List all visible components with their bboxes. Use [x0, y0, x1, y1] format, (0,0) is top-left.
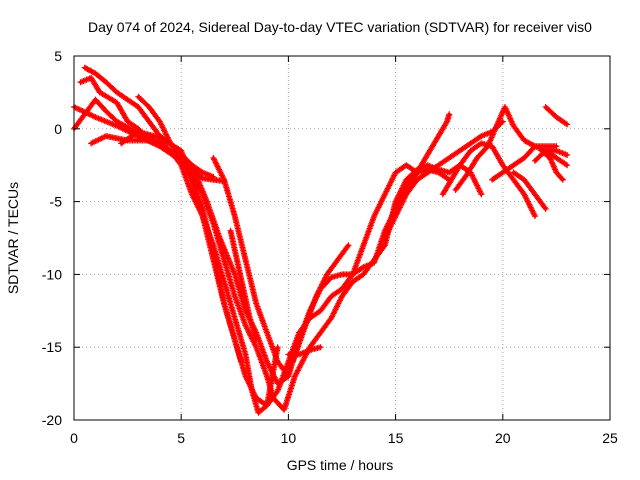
y-tick-label: 5 — [54, 48, 62, 64]
data-point — [285, 373, 292, 380]
x-tick-label: 5 — [177, 430, 185, 446]
data-point — [317, 344, 324, 351]
data-point — [210, 173, 217, 180]
series-18 — [542, 103, 571, 128]
x-tick-label: 0 — [70, 430, 78, 446]
y-tick-label: -15 — [42, 339, 62, 355]
chart-title: Day 074 of 2024, Sidereal Day-to-day VTE… — [88, 19, 592, 35]
series-10 — [289, 242, 352, 365]
series-7 — [210, 154, 292, 380]
series-2 — [77, 74, 281, 416]
data-point — [558, 175, 565, 182]
data-point — [559, 176, 566, 183]
data-point — [541, 204, 548, 211]
data-point — [478, 191, 485, 198]
y-tick-label: -20 — [42, 412, 62, 428]
series-15 — [489, 143, 560, 183]
data-point — [446, 111, 453, 118]
series-11 — [381, 118, 506, 241]
data-point — [553, 143, 560, 150]
series-line — [383, 120, 505, 240]
series-6 — [135, 93, 485, 413]
series-12 — [396, 111, 453, 205]
y-tick-label: 0 — [54, 121, 62, 137]
data-series — [71, 64, 571, 416]
x-tick-label: 20 — [495, 430, 511, 446]
data-point — [542, 205, 549, 212]
series-16 — [510, 169, 549, 212]
y-tick-label: -10 — [42, 266, 62, 282]
data-point — [564, 162, 571, 169]
x-tick-label: 15 — [388, 430, 404, 446]
data-point — [380, 243, 387, 250]
x-axis-label: GPS time / hours — [287, 457, 394, 473]
y-tick-label: -5 — [50, 194, 63, 210]
data-point — [564, 152, 571, 159]
x-tick-label: 25 — [602, 430, 618, 446]
series-line — [136, 95, 483, 412]
data-point — [443, 119, 450, 126]
plot-frame — [73, 55, 611, 421]
data-point — [345, 242, 352, 249]
data-point — [274, 344, 281, 351]
data-point — [530, 144, 537, 151]
data-point — [564, 121, 571, 128]
axes: 0 5 10 15 20 25 -20 -15 -10 -5 0 5 — [42, 48, 618, 446]
data-point — [562, 120, 569, 127]
data-point — [253, 336, 260, 343]
data-point — [284, 371, 291, 378]
data-point — [344, 243, 351, 250]
data-point — [562, 161, 569, 168]
x-tick-label: 10 — [281, 430, 297, 446]
y-axis-label: SDTVAR / TECUs — [5, 182, 21, 294]
series-19 — [531, 147, 571, 169]
data-point — [531, 213, 538, 220]
series-8 — [227, 227, 260, 343]
series-5 — [118, 128, 421, 409]
